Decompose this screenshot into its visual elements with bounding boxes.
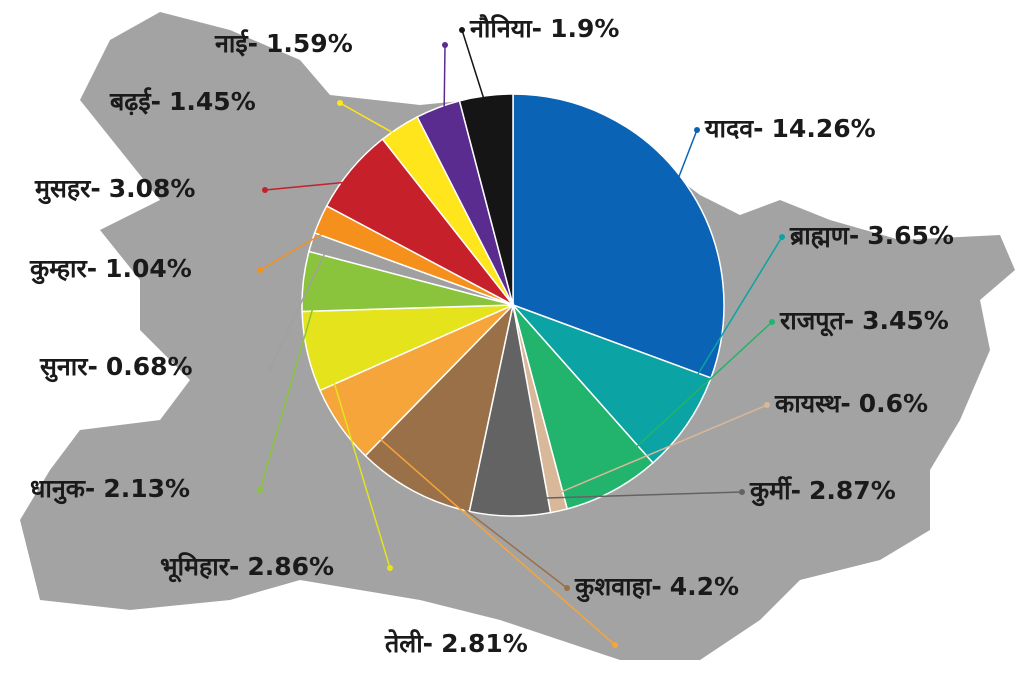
value-label: 0.68%: [106, 352, 193, 381]
value-label: 2.87%: [809, 476, 896, 505]
leader-line: [259, 225, 337, 271]
category-label: नाई-: [214, 29, 258, 58]
value-label: 1.04%: [105, 254, 192, 283]
value-label: 2.13%: [103, 474, 190, 503]
leader-dot: [442, 42, 448, 48]
pie-slice: [512, 304, 655, 510]
leader-dot: [337, 100, 343, 106]
slice-label: राजपूत- 3.45%: [779, 306, 949, 337]
leader-line: [259, 282, 321, 491]
leader-dot: [257, 267, 263, 273]
slice-label: सुनार- 0.68%: [39, 352, 193, 383]
value-label: 2.86%: [247, 552, 334, 581]
slice-label: बढ़ई- 1.45%: [109, 87, 256, 116]
leader-dot: [694, 127, 700, 133]
leader-line: [352, 415, 616, 646]
leader-dot: [564, 585, 570, 591]
slice-label: कायस्थ- 0.6%: [774, 389, 928, 418]
leader-dot: [387, 565, 393, 571]
value-label: 3.45%: [862, 306, 949, 335]
leader-dot: [612, 642, 618, 648]
leader-line: [461, 29, 489, 113]
value-label: 0.6%: [859, 389, 928, 418]
leader-line: [322, 347, 391, 569]
leader-line: [264, 179, 365, 191]
value-label: 4.2%: [670, 572, 739, 601]
category-label: यादव-: [704, 114, 764, 143]
leader-dot: [769, 319, 775, 325]
category-label: मुसहर-: [34, 174, 101, 205]
slice-label: धानुक- 2.13%: [30, 474, 190, 505]
category-label: बढ़ई-: [109, 87, 161, 116]
pie-slice: [512, 93, 725, 379]
value-label: 3.65%: [867, 221, 954, 250]
leader-dot: [459, 27, 465, 33]
slice-label: कुशवाहा- 4.2%: [574, 572, 739, 603]
leader-dot: [262, 187, 268, 193]
slice-label: मुसहर- 3.08%: [34, 174, 195, 205]
category-label: कुम्हार-: [29, 254, 97, 285]
category-label: राजपूत-: [779, 306, 854, 337]
leader-dot: [779, 234, 785, 240]
leader-dot: [257, 487, 263, 493]
category-label: ब्राह्मण-: [789, 221, 859, 250]
slice-label: नाई- 1.59%: [214, 29, 353, 58]
leader-line: [269, 246, 329, 369]
value-label: 14.26%: [772, 114, 876, 143]
leader-line: [554, 404, 768, 496]
slice-label: नौनिया- 1.9%: [469, 14, 619, 43]
category-label: सुनार-: [39, 352, 98, 383]
slice-label: तेली- 2.81%: [384, 629, 528, 658]
leader-line: [443, 44, 446, 124]
slice-label: यादव- 14.26%: [704, 114, 876, 143]
value-label: 1.45%: [169, 87, 256, 116]
value-label: 1.59%: [266, 29, 353, 58]
category-label: कायस्थ-: [774, 389, 851, 418]
leader-dot: [764, 402, 770, 408]
leader-dot: [739, 489, 745, 495]
value-label: 1.9%: [550, 14, 619, 43]
leader-line: [339, 102, 409, 143]
leader-line: [420, 475, 568, 589]
leader-line: [604, 321, 773, 477]
category-label: कुशवाहा-: [574, 572, 662, 603]
category-label: धानुक-: [30, 474, 95, 505]
leader-line: [510, 491, 743, 500]
leader-line: [671, 129, 698, 195]
slice-label: भूमिहार- 2.86%: [160, 552, 334, 583]
category-label: कुर्मी-: [749, 476, 801, 507]
value-label: 3.08%: [109, 174, 196, 203]
slice-label: ब्राह्मण- 3.65%: [789, 221, 954, 250]
leader-line: [672, 236, 783, 415]
category-label: तेली-: [384, 629, 433, 658]
slice-label: कुम्हार- 1.04%: [29, 254, 192, 285]
category-label: भूमिहार-: [160, 552, 239, 583]
category-label: नौनिया-: [469, 14, 542, 43]
value-label: 2.81%: [441, 629, 528, 658]
leader-dot: [267, 365, 273, 371]
slice-label: कुर्मी- 2.87%: [749, 476, 896, 507]
pie-slice: [458, 93, 514, 306]
